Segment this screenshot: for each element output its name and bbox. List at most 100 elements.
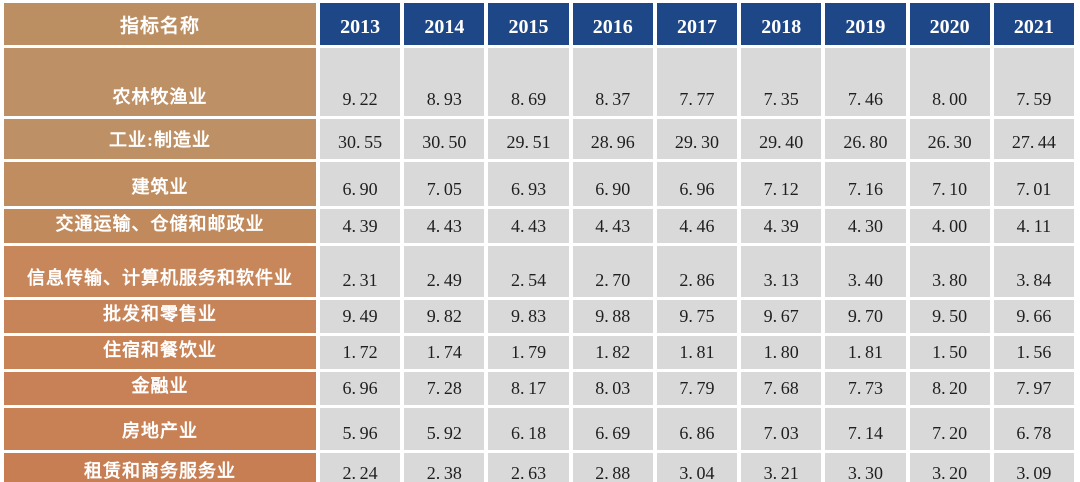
table-cell: 29. 40 xyxy=(741,119,822,159)
row-label: 农林牧渔业 xyxy=(4,48,316,116)
table-cell: 30. 50 xyxy=(404,119,485,159)
table-cell: 30. 55 xyxy=(320,119,401,159)
table-cell: 7. 79 xyxy=(656,372,738,405)
header-year-2017: 2017 xyxy=(656,3,738,45)
table-cell: 7. 01 xyxy=(993,162,1074,206)
table-cell: 9. 88 xyxy=(572,300,653,333)
table-cell: 8. 00 xyxy=(909,48,990,116)
table-cell: 9. 50 xyxy=(909,300,990,333)
table-cell: 3. 09 xyxy=(993,453,1074,482)
table-cell: 2. 31 xyxy=(320,246,401,297)
table-cell: 7. 68 xyxy=(741,372,822,405)
table-cell: 3. 40 xyxy=(825,246,906,297)
table-cell: 2. 86 xyxy=(656,246,738,297)
table-cell: 9. 75 xyxy=(656,300,738,333)
table-cell: 9. 70 xyxy=(825,300,906,333)
table-cell: 6. 96 xyxy=(320,372,401,405)
table-cell: 2. 49 xyxy=(404,246,485,297)
table-cell: 1. 81 xyxy=(825,336,906,369)
table-row: 交通运输、仓储和邮政业 4. 39 4. 43 4. 43 4. 43 4. 46 4. 3… xyxy=(4,209,1074,243)
table-cell: 6. 93 xyxy=(488,162,569,206)
row-label: 批发和零售业 xyxy=(4,300,316,333)
table-cell: 6. 90 xyxy=(572,162,653,206)
row-label: 交通运输、仓储和邮政业 xyxy=(4,209,316,243)
header-year-2021: 2021 xyxy=(993,3,1074,45)
table-row: 信息传输、计算机服务和软件业 2. 31 2. 49 2. 54 2. 70 2. 86 3… xyxy=(4,246,1074,297)
row-label: 信息传输、计算机服务和软件业 xyxy=(4,246,316,297)
table-cell: 9. 83 xyxy=(488,300,569,333)
table-row: 金融业 6. 96 7. 28 8. 17 8. 03 7. 79 7. 68 7. 73 8.… xyxy=(4,372,1074,405)
row-label: 住宿和餐饮业 xyxy=(4,336,316,369)
table-cell: 8. 17 xyxy=(488,372,569,405)
table-cell: 8. 37 xyxy=(572,48,653,116)
table-cell: 1. 82 xyxy=(572,336,653,369)
row-label: 房地产业 xyxy=(4,408,316,450)
header-year-2015: 2015 xyxy=(488,3,569,45)
table-cell: 1. 79 xyxy=(488,336,569,369)
table-cell: 7. 77 xyxy=(656,48,738,116)
table-cell: 6. 86 xyxy=(656,408,738,450)
table-cell: 7. 20 xyxy=(909,408,990,450)
table-cell: 7. 73 xyxy=(825,372,906,405)
table-cell: 8. 20 xyxy=(909,372,990,405)
table-cell: 4. 43 xyxy=(404,209,485,243)
table-cell: 4. 39 xyxy=(320,209,401,243)
table-row: 房地产业 5. 96 5. 92 6. 18 6. 69 6. 86 7. 03 7. 14 7… xyxy=(4,408,1074,450)
table-cell: 29. 30 xyxy=(656,119,738,159)
table-cell: 3. 84 xyxy=(993,246,1074,297)
table-cell: 9. 82 xyxy=(404,300,485,333)
table-cell: 7. 14 xyxy=(825,408,906,450)
header-year-2018: 2018 xyxy=(741,3,822,45)
table-cell: 9. 22 xyxy=(320,48,401,116)
row-label: 建筑业 xyxy=(4,162,316,206)
table-cell: 2. 24 xyxy=(320,453,401,482)
table-cell: 7. 35 xyxy=(741,48,822,116)
table-cell: 4. 39 xyxy=(741,209,822,243)
table-cell: 7. 03 xyxy=(741,408,822,450)
header-year-2013: 2013 xyxy=(320,3,401,45)
table-cell: 1. 74 xyxy=(404,336,485,369)
table-cell: 2. 70 xyxy=(572,246,653,297)
table-row: 农林牧渔业 9. 22 8. 93 8. 69 8. 37 7. 77 7. 35 7. 46… xyxy=(4,48,1074,116)
table-cell: 9. 66 xyxy=(993,300,1074,333)
header-year-2020: 2020 xyxy=(909,3,990,45)
table-cell: 4. 11 xyxy=(993,209,1074,243)
table-cell: 3. 30 xyxy=(825,453,906,482)
table-cell: 7. 10 xyxy=(909,162,990,206)
table-cell: 4. 43 xyxy=(488,209,569,243)
table-cell: 1. 81 xyxy=(656,336,738,369)
table-cell: 7. 05 xyxy=(404,162,485,206)
table-cell: 7. 46 xyxy=(825,48,906,116)
table-cell: 4. 30 xyxy=(825,209,906,243)
table-cell: 4. 46 xyxy=(656,209,738,243)
row-label: 工业:制造业 xyxy=(4,119,316,159)
header-year-2019: 2019 xyxy=(825,3,906,45)
table-cell: 3. 80 xyxy=(909,246,990,297)
table-cell: 8. 69 xyxy=(488,48,569,116)
table-cell: 4. 43 xyxy=(572,209,653,243)
table-cell: 6. 18 xyxy=(488,408,569,450)
row-label: 金融业 xyxy=(4,372,316,405)
table-cell: 7. 97 xyxy=(993,372,1074,405)
row-label: 租赁和商务服务业 xyxy=(4,453,316,482)
table-row: 租赁和商务服务业 2. 24 2. 38 2. 63 2. 88 3. 04 3. 21 3.… xyxy=(4,453,1074,482)
table-cell: 7. 12 xyxy=(741,162,822,206)
header-indicator-name: 指标名称 xyxy=(4,3,316,45)
table-cell: 6. 96 xyxy=(656,162,738,206)
table-cell: 26. 80 xyxy=(825,119,906,159)
table-cell: 7. 28 xyxy=(404,372,485,405)
table-cell: 3. 20 xyxy=(909,453,990,482)
table-cell: 1. 80 xyxy=(741,336,822,369)
table-cell: 2. 63 xyxy=(488,453,569,482)
table-cell: 29. 51 xyxy=(488,119,569,159)
table-cell: 28. 96 xyxy=(572,119,653,159)
table-cell: 26. 30 xyxy=(909,119,990,159)
table-cell: 1. 56 xyxy=(993,336,1074,369)
table-cell: 7. 59 xyxy=(993,48,1074,116)
table-row: 建筑业 6. 90 7. 05 6. 93 6. 90 6. 96 7. 12 7. 16 7.… xyxy=(4,162,1074,206)
table-cell: 9. 67 xyxy=(741,300,822,333)
table-cell: 9. 49 xyxy=(320,300,401,333)
table-cell: 8. 03 xyxy=(572,372,653,405)
table-row: 工业:制造业 30. 55 30. 50 29. 51 28. 96 29. 30 29. … xyxy=(4,119,1074,159)
